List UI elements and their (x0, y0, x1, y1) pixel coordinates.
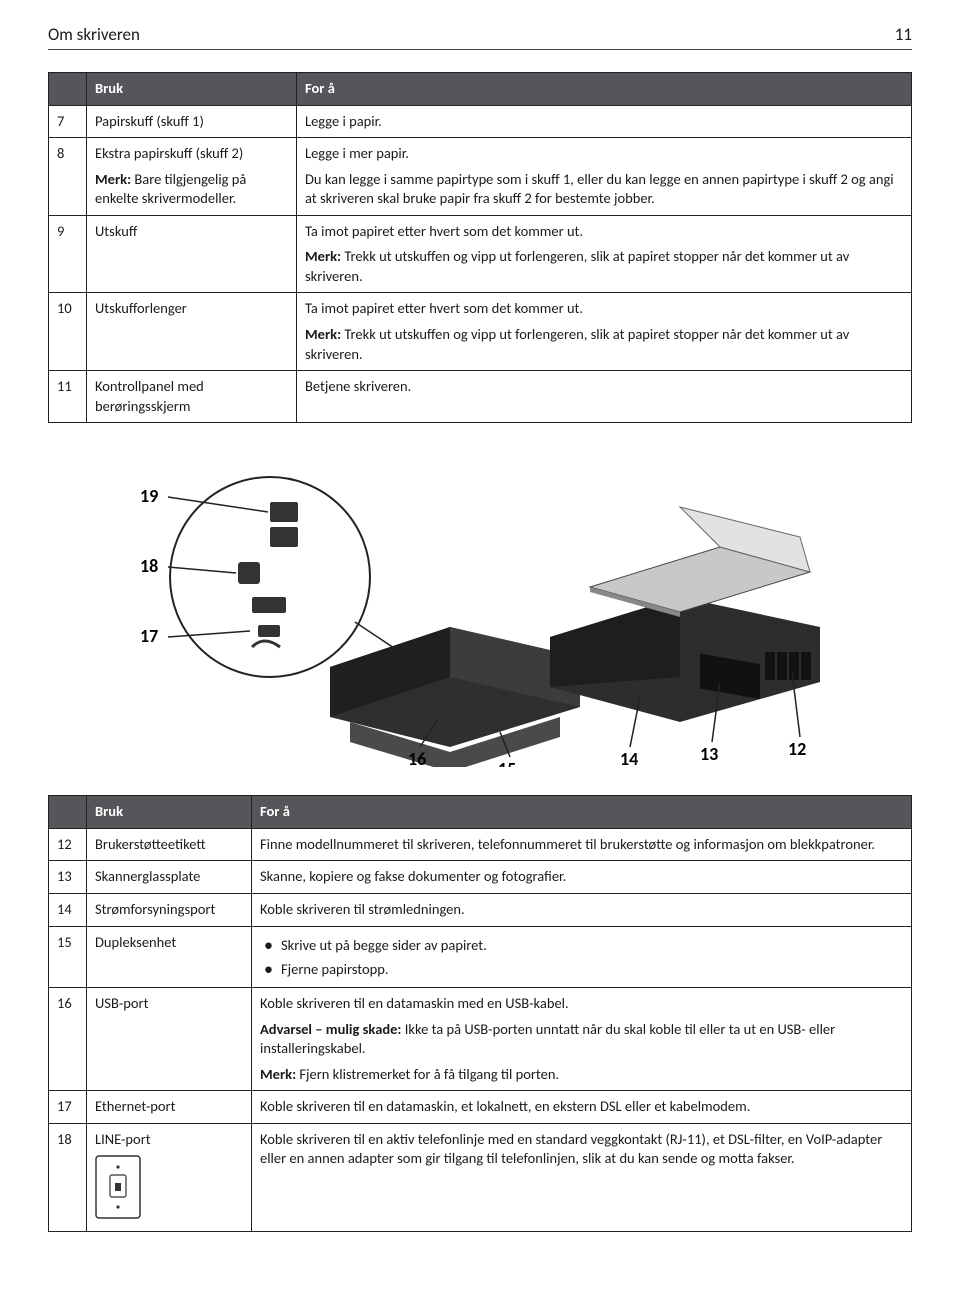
row-for: Ta imot papiret etter hvert som det komm… (297, 293, 912, 371)
t2-h-bruk: Bruk (87, 796, 252, 829)
page-number: 11 (895, 24, 912, 47)
row-for: Ta imot papiret etter hvert som det komm… (297, 215, 912, 293)
row-for: Skanne, kopiere og fakse dokumenter og f… (252, 861, 912, 894)
row-num: 11 (49, 371, 87, 423)
note-text: Trekk ut utskuffen og vipp ut forlengere… (305, 325, 849, 363)
row-num: 14 (49, 893, 87, 926)
callout-17: 17 (140, 625, 158, 647)
row-for: Finne modellnummeret til skriveren, tele… (252, 828, 912, 861)
row-for: Koble skriveren til strømledningen. (252, 893, 912, 926)
bullet-item: Skrive ut på begge sider av papiret. (264, 933, 903, 957)
bruk-main: Ekstra papirskuff (skuff 2) (95, 144, 243, 162)
for-main: Ta imot papiret etter hvert som det komm… (305, 299, 903, 319)
row-num: 17 (49, 1091, 87, 1124)
for-main: Legge i mer papir. (305, 144, 903, 164)
row-num: 7 (49, 105, 87, 138)
for-main: Ta imot papiret etter hvert som det komm… (305, 222, 903, 242)
t1-h-num (49, 72, 87, 105)
row-num: 13 (49, 861, 87, 894)
for-note: Merk: Trekk ut utskuffen og vipp ut forl… (305, 325, 903, 364)
callout-19: 19 (140, 485, 158, 507)
row-bruk: Skannerglassplate (87, 861, 252, 894)
table-row: 15 Dupleksenhet Skrive ut på begge sider… (49, 926, 912, 988)
table-row: 17 Ethernet-port Koble skriveren til en … (49, 1091, 912, 1124)
table-row: 8 Ekstra papirskuff (skuff 2) Merk: Bare… (49, 138, 912, 216)
t2-h-for: For å (252, 796, 912, 829)
note: Merk: Fjern klistremerket for å få tilga… (260, 1065, 903, 1085)
row-num: 10 (49, 293, 87, 371)
table-row: 7 Papirskuff (skuff 1) Legge i papir. (49, 105, 912, 138)
row-for: Legge i papir. (297, 105, 912, 138)
row-bruk: Utskuff (87, 215, 297, 293)
wall-jack-icon (95, 1155, 243, 1225)
callout-15: 15 (498, 758, 516, 767)
bullet-item: Fjerne papirstopp. (264, 957, 903, 981)
for-extra: Du kan legge i samme papirtype som i sku… (305, 170, 903, 209)
callout-14: 14 (620, 748, 638, 767)
note-label: Merk: (95, 170, 131, 188)
callout-18: 18 (140, 555, 158, 577)
warning: Advarsel – mulig skade: Ikke ta på USB-p… (260, 1020, 903, 1059)
table-row: 13 Skannerglassplate Skanne, kopiere og … (49, 861, 912, 894)
row-for: Skrive ut på begge sider av papiret. Fje… (252, 926, 912, 988)
bruk-note: Merk: Bare tilgjengelig på enkelte skriv… (95, 170, 288, 209)
row-bruk: Ethernet-port (87, 1091, 252, 1124)
row-bruk: Kontrollpanel med berøringsskjerm (87, 371, 297, 423)
table-row: 9 Utskuff Ta imot papiret etter hvert so… (49, 215, 912, 293)
row-for: Legge i mer papir. Du kan legge i samme … (297, 138, 912, 216)
parts-table-1: Bruk For å 7 Papirskuff (skuff 1) Legge … (48, 72, 912, 423)
printer-diagram-svg: 19 18 17 16 15 (120, 447, 840, 767)
row-bruk: Ekstra papirskuff (skuff 2) Merk: Bare t… (87, 138, 297, 216)
row-num: 18 (49, 1123, 87, 1231)
printer-diagram: 19 18 17 16 15 (48, 447, 912, 767)
row-num: 15 (49, 926, 87, 988)
table-row: 11 Kontrollpanel med berøringsskjerm Bet… (49, 371, 912, 423)
t2-h-num (49, 796, 87, 829)
row-bruk: USB-port (87, 988, 252, 1091)
row-num: 9 (49, 215, 87, 293)
row-bruk: Papirskuff (skuff 1) (87, 105, 297, 138)
callout-13: 13 (700, 743, 718, 765)
table-row: 14 Strømforsyningsport Koble skriveren t… (49, 893, 912, 926)
row-num: 16 (49, 988, 87, 1091)
table-row: 18 LINE-port Koble skriveren til en akti… (49, 1123, 912, 1231)
row-bruk: LINE-port (87, 1123, 252, 1231)
row-bruk: Utskufforlenger (87, 293, 297, 371)
page-header: Om skriveren 11 (48, 24, 912, 50)
row-for: Koble skriveren til en aktiv telefonlinj… (252, 1123, 912, 1231)
note-label: Merk: (305, 325, 341, 343)
note-text: Fjern klistremerket for å få tilgang til… (296, 1065, 559, 1083)
row-for: Betjene skriveren. (297, 371, 912, 423)
callout-12: 12 (788, 738, 806, 760)
table-row: 12 Brukerstøtteetikett Finne modellnumme… (49, 828, 912, 861)
callout-16: 16 (408, 748, 426, 767)
line1: Koble skriveren til en datamaskin med en… (260, 994, 903, 1014)
note-label: Merk: (305, 247, 341, 265)
row-bruk: Dupleksenhet (87, 926, 252, 988)
row-bruk: Strømforsyningsport (87, 893, 252, 926)
row-bruk: Brukerstøtteetikett (87, 828, 252, 861)
table-row: 10 Utskufforlenger Ta imot papiret etter… (49, 293, 912, 371)
parts-table-2: Bruk For å 12 Brukerstøtteetikett Finne … (48, 795, 912, 1232)
note-text: Trekk ut utskuffen og vipp ut forlengere… (305, 247, 849, 285)
warn-label: Advarsel – mulig skade: (260, 1020, 401, 1038)
t1-h-for: For å (297, 72, 912, 105)
row-for: Koble skriveren til en datamaskin med en… (252, 988, 912, 1091)
note-label: Merk: (260, 1065, 296, 1083)
section-title: Om skriveren (48, 24, 140, 47)
bruk-text: LINE-port (95, 1130, 151, 1148)
t1-h-bruk: Bruk (87, 72, 297, 105)
for-note: Merk: Trekk ut utskuffen og vipp ut forl… (305, 247, 903, 286)
table-row: 16 USB-port Koble skriveren til en datam… (49, 988, 912, 1091)
row-num: 12 (49, 828, 87, 861)
row-for: Koble skriveren til en datamaskin, et lo… (252, 1091, 912, 1124)
row-num: 8 (49, 138, 87, 216)
